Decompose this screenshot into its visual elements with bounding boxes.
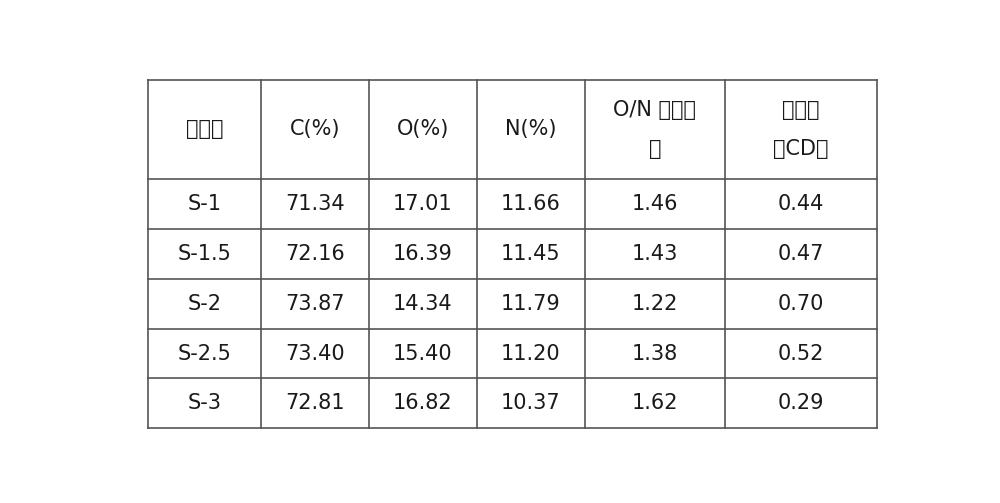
Text: 16.82: 16.82	[393, 393, 453, 413]
Text: 1.62: 1.62	[632, 393, 678, 413]
Text: S-2.5: S-2.5	[178, 344, 232, 364]
Text: O(%): O(%)	[397, 119, 449, 139]
Text: S-3: S-3	[188, 393, 222, 413]
Text: S-2: S-2	[188, 294, 222, 314]
Text: 72.16: 72.16	[285, 244, 345, 264]
Text: 值: 值	[649, 139, 661, 159]
Text: 1.46: 1.46	[632, 194, 678, 214]
Text: （CD）: （CD）	[773, 139, 829, 159]
Text: 交联度: 交联度	[782, 100, 820, 120]
Text: 0.47: 0.47	[778, 244, 824, 264]
Text: 73.40: 73.40	[285, 344, 345, 364]
Text: 0.52: 0.52	[778, 344, 824, 364]
Text: 0.44: 0.44	[778, 194, 824, 214]
Text: 1.22: 1.22	[632, 294, 678, 314]
Text: 16.39: 16.39	[393, 244, 453, 264]
Text: 73.87: 73.87	[285, 294, 345, 314]
Text: 11.66: 11.66	[501, 194, 561, 214]
Text: N(%): N(%)	[505, 119, 556, 139]
Text: 15.40: 15.40	[393, 344, 453, 364]
Text: 14.34: 14.34	[393, 294, 453, 314]
Text: 71.34: 71.34	[285, 194, 345, 214]
Text: 11.79: 11.79	[501, 294, 561, 314]
Text: C(%): C(%)	[290, 119, 340, 139]
Text: 17.01: 17.01	[393, 194, 453, 214]
Text: 膜编号: 膜编号	[186, 119, 223, 139]
Text: 72.81: 72.81	[285, 393, 345, 413]
Text: 11.45: 11.45	[501, 244, 561, 264]
Text: S-1.5: S-1.5	[178, 244, 232, 264]
Text: 11.20: 11.20	[501, 344, 561, 364]
Text: 1.43: 1.43	[632, 244, 678, 264]
Text: S-1: S-1	[188, 194, 222, 214]
Text: 0.70: 0.70	[778, 294, 824, 314]
Text: O/N 含量比: O/N 含量比	[613, 100, 696, 120]
Text: 0.29: 0.29	[778, 393, 824, 413]
Text: 1.38: 1.38	[632, 344, 678, 364]
Text: 10.37: 10.37	[501, 393, 561, 413]
